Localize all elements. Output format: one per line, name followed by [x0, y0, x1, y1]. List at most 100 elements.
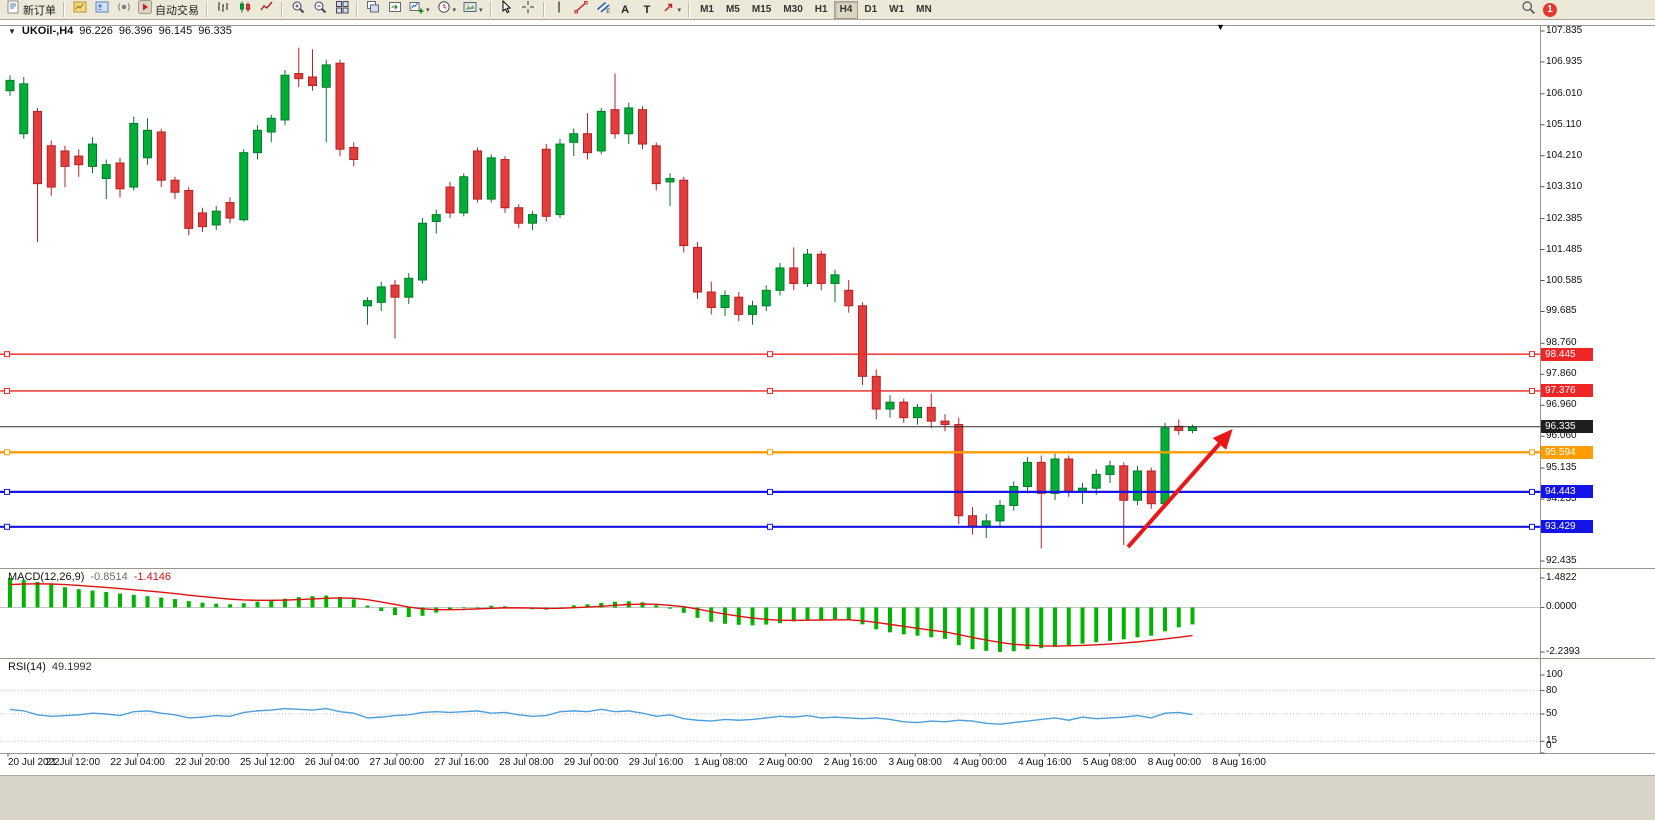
line-handle[interactable] [4, 488, 10, 495]
macd-name: MACD(12,26,9) [8, 571, 85, 583]
new-order-button[interactable]: 新订单 [3, 0, 59, 19]
chart-shift-marker-icon[interactable]: ▼ [1216, 22, 1225, 32]
trend-arrow-annotation[interactable] [1126, 429, 1233, 549]
line-chart-button[interactable] [256, 1, 277, 19]
price-tick-label: 102.385 [1546, 212, 1583, 224]
line-handle[interactable] [1529, 351, 1535, 358]
candle-body [638, 109, 647, 145]
timeframe-button-m1[interactable]: M1 [700, 4, 714, 15]
timeframe-button-w1[interactable]: W1 [889, 4, 905, 15]
cursor-icon [499, 0, 513, 19]
line-handle[interactable] [1529, 449, 1535, 456]
new-chart-button[interactable]: ▾ [406, 1, 433, 19]
line-handle[interactable] [767, 488, 773, 495]
candle-body [541, 148, 551, 217]
candle-body [308, 76, 317, 87]
timeframe-button-m15[interactable]: M15 [751, 4, 772, 15]
market-watch-button[interactable] [69, 1, 90, 19]
cascade-windows-button[interactable] [362, 1, 383, 19]
timeframe-button-m30[interactable]: M30 [783, 4, 803, 15]
candlestick-chart-icon [238, 0, 252, 19]
candlestick-chart-button[interactable] [234, 1, 255, 19]
candle-body [940, 420, 950, 426]
line-handle[interactable] [767, 351, 773, 358]
candle-body [995, 504, 1005, 522]
one-click-trading-toggle-icon[interactable]: ▼ [8, 26, 16, 36]
price-tick-label: 99.685 [1546, 305, 1577, 317]
line-handle[interactable] [4, 449, 10, 456]
candle-body [1174, 425, 1184, 431]
candle-body [528, 214, 537, 224]
equidistant-channel-button[interactable]: E [593, 1, 614, 19]
time-axis-label: 22 Jul 20:00 [175, 757, 230, 768]
search-icon[interactable] [1521, 0, 1536, 20]
timeframe-button-mn[interactable]: MN [916, 4, 932, 15]
candle-body [1023, 461, 1032, 487]
time-axis-label: 20 Jul 2022 [8, 757, 60, 768]
chart-canvas[interactable] [0, 20, 1655, 819]
ohlc-high: 96.396 [118, 25, 153, 37]
candle-body [1050, 458, 1060, 494]
candle-body [651, 145, 661, 185]
line-handle[interactable] [767, 523, 773, 530]
time-axis-label: 8 Aug 16:00 [1212, 757, 1266, 768]
macd-axis-label: -2.2393 [1546, 646, 1580, 657]
line-handle[interactable] [1529, 488, 1535, 495]
line-handle[interactable] [1529, 387, 1535, 394]
price-tick-label: 104.210 [1546, 149, 1583, 161]
navigator-button[interactable] [113, 1, 134, 19]
chart-window[interactable]: ▼ UKOil-,H4 96.226 96.396 96.145 96.335 … [0, 20, 1655, 820]
time-axis-label: 2 Aug 00:00 [758, 757, 813, 768]
candle-body [1105, 465, 1115, 475]
line-handle[interactable] [4, 387, 10, 394]
timeframe-button-d1[interactable]: D1 [864, 4, 878, 15]
macd-main-value: -0.8514 [90, 571, 128, 583]
vertical-line-button[interactable] [549, 1, 570, 19]
toolbar-separator [281, 2, 283, 17]
chevron-down-icon: ▾ [452, 6, 457, 14]
crosshair-button[interactable] [518, 1, 539, 19]
cursor-button[interactable] [496, 0, 517, 19]
candle-body [569, 133, 579, 143]
macd-axis-label: 1.4822 [1546, 572, 1577, 583]
text-button[interactable]: A [615, 1, 636, 19]
price-tick-label: 106.935 [1546, 55, 1583, 67]
chart-shift-button[interactable] [384, 1, 405, 19]
data-window-button[interactable] [91, 1, 112, 19]
line-handle[interactable] [767, 387, 773, 394]
chart-symbol-period: UKOil-,H4 [21, 25, 74, 37]
candle-body [253, 129, 262, 154]
candle-body [1133, 470, 1142, 501]
time-axis-label: 27 Jul 16:00 [434, 757, 489, 768]
candle-body [1188, 426, 1197, 432]
rsi-indicator-label: RSI(14) 49.1992 [8, 661, 92, 673]
timeframe-button-m5[interactable]: M5 [725, 4, 740, 15]
toolbar-separator [356, 2, 358, 17]
arrows-button[interactable]: ▾ [659, 1, 685, 19]
candle-body [871, 375, 881, 410]
zoom-out-button[interactable] [309, 1, 330, 19]
timeframe-button-h4[interactable]: H4 [833, 0, 859, 19]
candle-body [1009, 485, 1019, 506]
text-label-button[interactable]: T [637, 1, 658, 19]
price-tick-label: 107.835 [1546, 25, 1583, 36]
candle-body [803, 253, 812, 284]
candle-body [349, 146, 359, 161]
notification-badge[interactable]: 1 [1543, 2, 1557, 17]
line-handle[interactable] [4, 351, 10, 358]
periods-button[interactable]: ▾ [434, 1, 460, 19]
time-axis-label: 5 Aug 08:00 [1082, 757, 1137, 768]
trendline-button[interactable] [571, 1, 592, 19]
candle-body [514, 207, 524, 224]
line-handle[interactable] [1529, 523, 1535, 530]
timeframe-button-h1[interactable]: H1 [814, 4, 828, 15]
line-handle[interactable] [767, 449, 773, 456]
tile-windows-button[interactable] [331, 1, 352, 19]
candle-body [720, 294, 730, 309]
line-handle[interactable] [4, 523, 10, 530]
zoom-in-button[interactable] [287, 1, 308, 19]
templates-button[interactable]: ▾ [460, 1, 486, 19]
autotrade-button[interactable]: 自动交易 [135, 0, 202, 19]
bar-chart-button[interactable] [212, 1, 233, 19]
